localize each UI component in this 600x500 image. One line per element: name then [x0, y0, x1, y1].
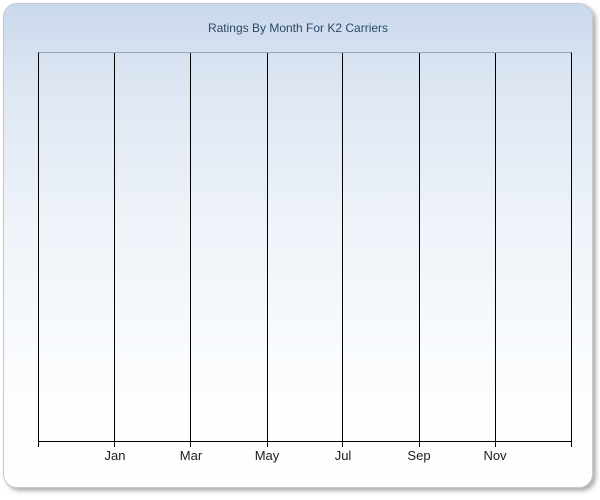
chart-card: Ratings By Month For K2 Carriers Jan Mar M…	[3, 3, 593, 488]
x-gridline	[342, 53, 344, 441]
x-gridline	[114, 53, 116, 441]
x-axis-tick	[494, 441, 496, 447]
x-axis-label: Jan	[104, 448, 126, 463]
x-gridline	[494, 53, 496, 441]
x-axis-label: May	[254, 448, 280, 463]
x-axis-label: Mar	[179, 448, 203, 463]
x-axis-tick	[418, 441, 420, 447]
x-axis-label: Sep	[407, 448, 431, 463]
x-gridline	[418, 53, 420, 441]
x-gridline	[190, 53, 192, 441]
x-axis-tick	[571, 441, 572, 447]
plot-area: Jan Mar May Jul Sep Nov	[38, 52, 572, 463]
x-axis-label: Jul	[334, 448, 352, 463]
x-axis-tick	[38, 441, 39, 447]
x-gridline	[266, 53, 268, 441]
x-axis-tick	[114, 441, 116, 447]
x-axis-tick	[190, 441, 192, 447]
x-axis-tick	[266, 441, 268, 447]
x-axis-label: Nov	[483, 448, 507, 463]
chart-title: Ratings By Month For K2 Carriers	[207, 21, 389, 35]
x-axis-tick	[342, 441, 344, 447]
